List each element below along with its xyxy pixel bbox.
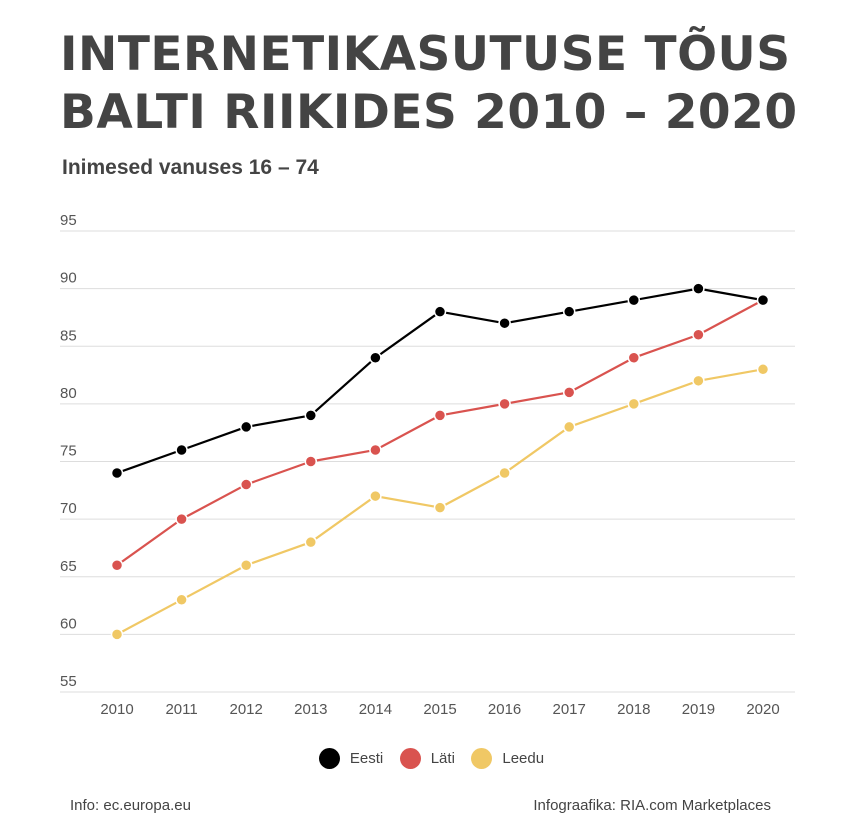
y-tick-label-70: 70 [60,500,77,517]
x-tick-label-2018: 2018 [617,701,650,718]
point-lati-2017[interactable] [562,386,576,399]
point-lati-2016[interactable] [498,397,511,411]
x-tick-label-2019: 2019 [682,701,715,718]
point-leedu-2012[interactable] [239,558,253,572]
point-eesti-2010[interactable] [110,466,124,480]
grid-layer [60,230,795,693]
point-leedu-2015[interactable] [433,501,447,514]
point-leedu-2014[interactable] [369,489,382,503]
y-tick-label-95: 95 [60,212,77,229]
point-eesti-2017[interactable] [562,305,576,318]
legend-label-leedu: Leedu [502,750,545,767]
point-lati-2018[interactable] [627,351,641,365]
point-leedu-2017[interactable] [562,420,576,434]
y-tick-label-60: 60 [60,615,77,632]
point-leedu-2010[interactable] [110,628,124,641]
legend-swatch-leedu [471,748,493,769]
point-eesti-2016[interactable] [498,316,511,330]
chart-title-line-2: BALTI RIIKIDES 2010 – 2020 [60,85,798,140]
legend-label-eesti: Eesti [349,750,384,767]
x-tick-label-2016: 2016 [488,701,521,718]
point-eesti-2019[interactable] [692,282,705,295]
x-tick-label-2011: 2011 [165,701,197,718]
point-leedu-2019[interactable] [692,374,705,388]
point-eesti-2013[interactable] [304,409,318,422]
chart-subtitle: Inimesed vanuses 16 – 74 [62,156,319,179]
point-lati-2013[interactable] [304,455,318,468]
series-leedu [110,363,770,641]
point-leedu-2018[interactable] [627,397,641,411]
point-lati-2014[interactable] [369,443,382,457]
y-tick-label-90: 90 [60,270,77,287]
point-eesti-2011[interactable] [175,443,188,457]
point-eesti-2015[interactable] [433,305,447,318]
x-tick-label-2015: 2015 [423,701,456,718]
y-tick-label-85: 85 [60,327,77,344]
point-leedu-2016[interactable] [498,466,511,480]
point-eesti-2018[interactable] [627,293,641,307]
x-tick-label-2020: 2020 [746,701,779,718]
y-axis-ticks: 95 90 85 80 75 70 65 60 55 [60,212,77,690]
x-tick-label-2014: 2014 [359,701,392,718]
x-axis-ticks: 2010 2011 2012 2013 2014 2015 2016 2017 2018 2019… [100,701,779,718]
point-leedu-2020[interactable] [756,363,770,376]
point-lati-2012[interactable] [239,478,253,491]
point-lati-2010[interactable] [110,558,124,572]
legend-item-lati[interactable]: Läti [399,748,455,769]
y-tick-label-55: 55 [60,673,77,690]
point-eesti-2014[interactable] [369,351,382,365]
series-lati [110,293,770,572]
x-tick-label-2013: 2013 [294,701,327,718]
y-tick-label-75: 75 [60,443,77,460]
series-line-lati [116,299,764,567]
x-tick-label-2010: 2010 [100,701,133,718]
legend: Eesti Läti Leedu [0,748,863,774]
point-lati-2015[interactable] [433,409,447,422]
series-layer [110,282,770,641]
source-note: Info: ec.europa.eu [70,797,191,814]
credit-note: Infograafika: RIA.com Marketplaces [533,797,771,814]
chart-title-line-1: INTERNETIKASUTUSE TÕUS [60,27,791,82]
legend-item-leedu[interactable]: Leedu [471,748,544,769]
y-tick-label-65: 65 [60,558,77,575]
chart-title: INTERNETIKASUTUSE TÕUS BALTI RIIKIDES 20… [60,26,850,142]
point-leedu-2013[interactable] [304,535,318,549]
point-eesti-2020[interactable] [756,293,770,307]
y-tick-label-80: 80 [60,385,77,402]
x-tick-label-2017: 2017 [553,701,586,718]
legend-item-eesti[interactable]: Eesti [318,748,384,769]
point-lati-2011[interactable] [175,512,188,526]
series-eesti [110,282,770,480]
legend-label-lati: Läti [430,750,455,767]
point-leedu-2011[interactable] [175,593,188,607]
legend-swatch-lati [399,748,421,769]
legend-swatch-eesti [318,748,340,769]
point-lati-2019[interactable] [692,328,705,341]
x-tick-label-2012: 2012 [230,701,263,718]
point-eesti-2012[interactable] [239,420,253,434]
